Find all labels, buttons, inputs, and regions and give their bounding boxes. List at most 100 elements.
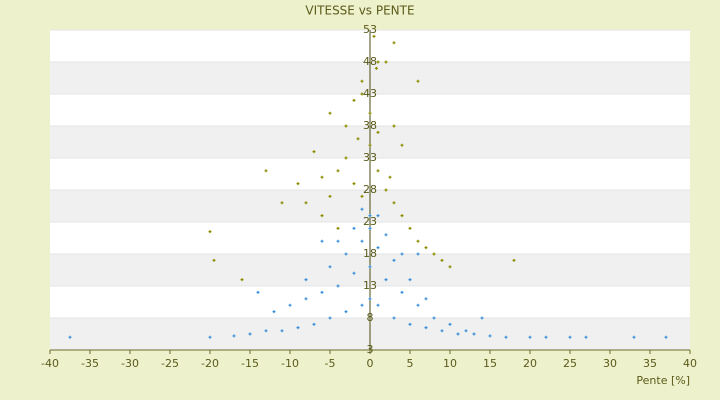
data-point (376, 246, 380, 250)
y-tick-label: 18 (363, 247, 377, 260)
data-point (584, 335, 588, 339)
data-point (448, 322, 452, 326)
y-tick-label: 53 (363, 23, 377, 36)
data-point (384, 233, 388, 237)
data-point (440, 258, 444, 262)
data-point (416, 79, 420, 83)
data-point (472, 332, 476, 336)
data-point (352, 98, 356, 102)
data-point (416, 303, 420, 307)
y-tick-label: 48 (363, 55, 377, 68)
data-point (416, 239, 420, 243)
data-point (296, 326, 300, 330)
data-point (374, 66, 378, 70)
data-point (208, 230, 212, 234)
x-tick-label: 15 (483, 357, 497, 370)
data-point (528, 335, 532, 339)
data-point (360, 79, 364, 83)
x-tick-label: -15 (241, 357, 259, 370)
data-point (304, 297, 308, 301)
data-point (664, 335, 668, 339)
x-tick-label: 30 (603, 357, 617, 370)
data-point (448, 265, 452, 269)
y-tick-label: 33 (363, 151, 377, 164)
x-tick-label: -30 (121, 357, 139, 370)
data-point (304, 201, 308, 205)
x-tick-label: 20 (523, 357, 537, 370)
data-point (456, 332, 460, 336)
data-point (424, 297, 428, 301)
data-point (408, 226, 412, 230)
data-point (272, 310, 276, 314)
data-point (344, 310, 348, 314)
data-point (320, 290, 324, 294)
data-point (368, 226, 372, 230)
y-tick-label: 13 (363, 279, 377, 292)
chart-title: VITESSE vs PENTE (305, 4, 414, 18)
x-tick-label: 5 (407, 357, 414, 370)
data-point (352, 271, 356, 275)
x-tick-label: 10 (443, 357, 457, 370)
data-point (280, 201, 284, 205)
y-tick-label: 3 (367, 343, 374, 356)
data-point (392, 201, 396, 205)
data-point (372, 34, 376, 38)
x-tick-label: 40 (683, 357, 697, 370)
data-point (336, 284, 340, 288)
data-point (344, 124, 348, 128)
data-point (264, 169, 268, 173)
data-point (368, 265, 372, 269)
data-point (368, 214, 372, 218)
data-point (320, 214, 324, 218)
data-point (336, 169, 340, 173)
data-point (392, 316, 396, 320)
data-point (376, 214, 380, 218)
data-point (400, 290, 404, 294)
data-point (336, 226, 340, 230)
data-point (432, 316, 436, 320)
data-point (368, 143, 372, 147)
x-tick-label: 25 (563, 357, 577, 370)
data-point (408, 322, 412, 326)
data-point (232, 334, 236, 338)
data-point (328, 316, 332, 320)
x-tick-label: -40 (41, 357, 59, 370)
y-tick-label: 38 (363, 119, 377, 132)
data-point (488, 334, 492, 338)
data-point (240, 278, 244, 282)
x-axis-label: Pente [%] (636, 374, 690, 387)
data-point (432, 252, 436, 256)
x-tick-label: -25 (161, 357, 179, 370)
data-point (288, 303, 292, 307)
x-tick-label: 0 (367, 357, 374, 370)
data-point (632, 335, 636, 339)
data-point (344, 252, 348, 256)
data-point (352, 182, 356, 186)
data-point (512, 258, 516, 262)
data-point (384, 188, 388, 192)
data-point (376, 130, 380, 134)
data-point (440, 329, 444, 333)
data-point (388, 175, 392, 179)
x-tick-label: -10 (281, 357, 299, 370)
data-point (336, 239, 340, 243)
data-point (408, 278, 412, 282)
data-point (392, 41, 396, 45)
data-point (376, 60, 380, 64)
data-point (312, 322, 316, 326)
y-tick-label: 8 (367, 311, 374, 324)
y-tick-label: 28 (363, 183, 377, 196)
data-point (424, 326, 428, 330)
y-tick-label: 43 (363, 87, 377, 100)
x-tick-label: -20 (201, 357, 219, 370)
data-point (296, 182, 300, 186)
data-point (360, 239, 364, 243)
data-point (368, 111, 372, 115)
x-tick-label: -35 (81, 357, 99, 370)
data-point (264, 329, 268, 333)
data-point (400, 214, 404, 218)
data-point (344, 156, 348, 160)
data-point (328, 111, 332, 115)
data-point (312, 150, 316, 154)
